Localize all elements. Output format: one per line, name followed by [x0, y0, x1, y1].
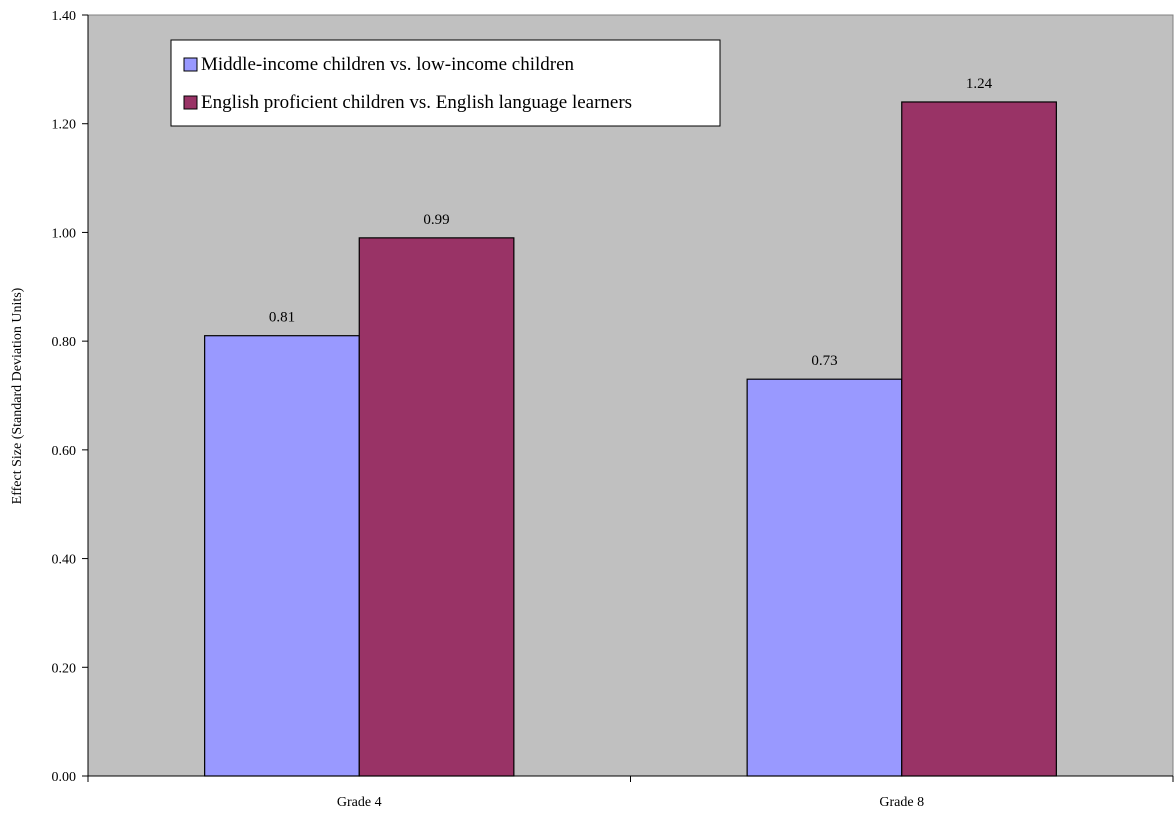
y-tick-label: 0.20 [52, 661, 77, 676]
bar-2-1 [358, 237, 515, 777]
legend-swatch-1 [183, 57, 198, 72]
x-tick-label: Grade 4 [337, 795, 382, 810]
y-tick-label: 0.60 [52, 444, 77, 459]
y-tick-label: 1.00 [52, 226, 77, 241]
data-label-2-2: 1.24 [966, 76, 993, 92]
data-label-1-1: 0.81 [269, 310, 295, 326]
data-label-2-1: 0.99 [423, 212, 449, 228]
y-axis: 0.00 0.20 0.40 0.60 0.80 1.00 1.20 1.40 [52, 9, 89, 785]
bar-1-2 [746, 378, 903, 777]
bar-1-1 [204, 335, 360, 777]
bar-2-2 [901, 101, 1057, 777]
x-tick-label: Grade 8 [879, 795, 924, 810]
x-axis: Grade 4 Grade 8 [87, 775, 1174, 810]
legend-label-1: Middle-income children vs. low-income ch… [201, 54, 575, 75]
y-tick-label: 1.20 [52, 118, 77, 133]
y-tick-label: 1.40 [52, 9, 77, 24]
data-label-1-2: 0.73 [811, 353, 837, 369]
legend-swatch-2 [183, 95, 198, 110]
bars-group [204, 101, 1057, 777]
y-tick-label: 0.80 [52, 335, 77, 350]
y-axis-title: Effect Size (Standard Deviation Units) [10, 287, 25, 504]
legend: Middle-income children vs. low-income ch… [170, 39, 721, 127]
legend-label-2: English proficient children vs. English … [201, 92, 632, 113]
y-tick-label: 0.00 [52, 770, 77, 785]
legend-box [170, 39, 721, 127]
data-labels-group: 0.81 0.99 0.73 1.24 [269, 76, 993, 369]
y-tick-label: 0.40 [52, 553, 77, 568]
